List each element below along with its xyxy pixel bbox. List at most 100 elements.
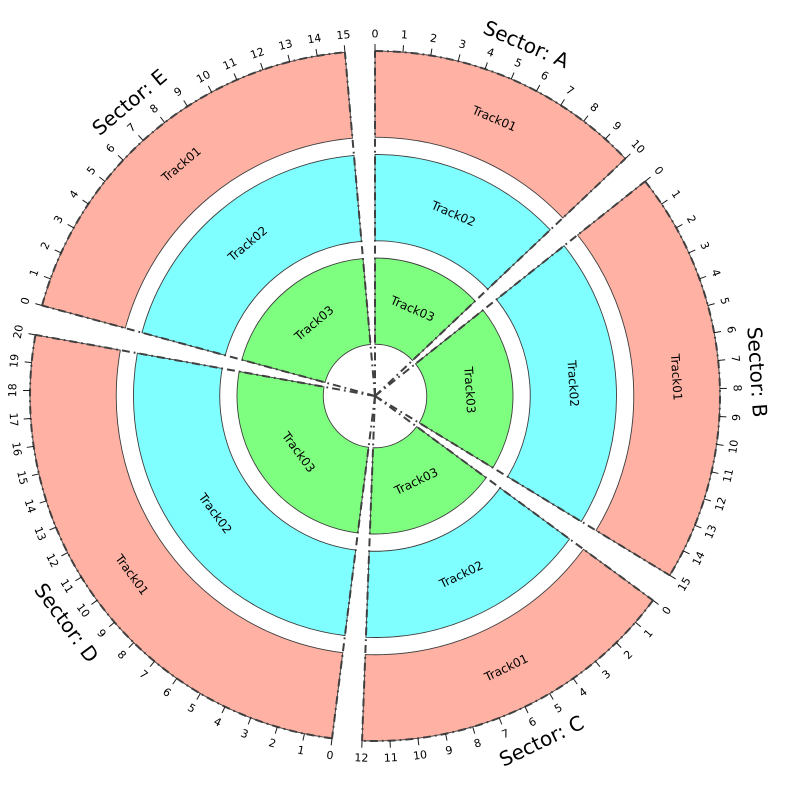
sector-C-tick-mark-9 xyxy=(445,733,448,741)
sector-B-tick-mark-1 xyxy=(661,199,668,205)
sector-E-tick-mark-4 xyxy=(82,199,89,205)
sector-A-tick-mark-9 xyxy=(604,133,611,140)
sector-A-tick-mark-6 xyxy=(536,84,541,92)
sector-E-track02-patch xyxy=(141,154,362,356)
sector-B-tick-label-6: 6 xyxy=(724,325,738,334)
sector-C-tick-mark-3 xyxy=(595,661,601,668)
sector-D-end-boundary-line xyxy=(35,333,376,397)
sector-E-tick-label-5: 5 xyxy=(84,164,99,178)
sector-B-tick-label-10: 10 xyxy=(726,439,741,455)
sector-D-tick-label-14: 14 xyxy=(22,498,39,515)
sector-B-track03-label: Track03 xyxy=(461,365,478,413)
sector-D-tick-label-9: 9 xyxy=(94,627,108,641)
sector-A-tick-label-5: 5 xyxy=(512,56,524,71)
sector-C-tick-mark-5 xyxy=(549,693,554,700)
sector-D-tick-label-1: 1 xyxy=(296,744,306,758)
sector-C-tick-label-6: 6 xyxy=(526,715,538,730)
sector-D-track03-patch xyxy=(236,371,370,534)
sector-C-label: Sector: C xyxy=(495,710,587,771)
sector-B-track03-patch xyxy=(414,309,514,469)
sector-B-tick-label-4: 4 xyxy=(708,267,723,278)
sector-A-tick-label-3: 3 xyxy=(457,37,467,51)
sector-A-end-boundary-line xyxy=(374,157,627,397)
sector-E-tick-mark-11 xyxy=(233,73,238,81)
sector-A-tick-mark-8 xyxy=(583,115,589,122)
sector-D-tick-label-12: 12 xyxy=(43,551,61,569)
sector-A-tick-mark-1 xyxy=(402,45,405,53)
sector-D-tick-mark-2 xyxy=(274,726,278,734)
sector-E-tick-label-10: 10 xyxy=(194,68,212,86)
sector-D-tick-label-5: 5 xyxy=(185,701,198,716)
sector-D-tick-mark-11 xyxy=(75,576,82,582)
sector-E-tick-label-15: 15 xyxy=(336,28,351,42)
sector-C-tick-label-1: 1 xyxy=(641,627,655,641)
sector-B-tick-label-14: 14 xyxy=(690,549,708,567)
sector-A-tick-label-2: 2 xyxy=(429,32,438,46)
sector-D-track02-patch xyxy=(133,352,357,637)
sector-D-tick-mark-13 xyxy=(49,526,57,531)
sector-B-tick-label-13: 13 xyxy=(702,523,719,541)
sector-E-tick-label-2: 2 xyxy=(38,240,53,252)
sector-D-tick-label-18: 18 xyxy=(6,383,19,397)
sector-E-tick-mark-14 xyxy=(315,48,318,56)
sector-B-start-boundary-line xyxy=(374,180,646,397)
sector-E-outer-axis xyxy=(41,51,346,306)
sector-A-tick-mark-10 xyxy=(625,153,631,160)
sector-B-tick-label-12: 12 xyxy=(712,495,729,512)
sector-B-tick-mark-11 xyxy=(711,471,719,474)
sector-C-end-boundary-line xyxy=(361,395,376,741)
sector-C-tick-label-11: 11 xyxy=(384,751,399,765)
sector-D-tick-mark-4 xyxy=(221,706,226,714)
sector-C-tick-label-10: 10 xyxy=(412,748,428,763)
sector-C-tick-mark-10 xyxy=(417,738,420,746)
sector-A-tick-label-10: 10 xyxy=(628,137,647,156)
sector-D-tick-mark-10 xyxy=(91,599,98,605)
sector-C-start-boundary-line xyxy=(374,395,654,602)
sector-C-track02-patch xyxy=(365,487,571,638)
sector-D-tick-label-13: 13 xyxy=(31,525,48,543)
sector-E-tick-label-3: 3 xyxy=(51,213,66,225)
sector-D-tick-mark-5 xyxy=(196,693,201,700)
sector-D-tick-label-4: 4 xyxy=(212,715,224,730)
sector-C-tick-label-8: 8 xyxy=(472,736,482,750)
sector-A-tick-label-9: 9 xyxy=(610,119,624,133)
sector-C-track03-patch xyxy=(369,426,487,535)
sector-B-track01-label: Track01 xyxy=(668,352,685,400)
sector-A-outer-axis xyxy=(374,50,627,160)
sector-E-tick-mark-9 xyxy=(183,100,188,107)
sector-B-tick-mark-14 xyxy=(683,550,690,555)
sector-C-tick-mark-6 xyxy=(524,706,529,714)
sector-E-tick-mark-8 xyxy=(159,116,166,123)
sector-E-tick-label-6: 6 xyxy=(103,141,117,155)
sector-A-track02-patch xyxy=(374,154,551,290)
sector-E-tick-mark-3 xyxy=(67,224,74,229)
sector-B-tick-mark-4 xyxy=(699,275,707,280)
sector-E-tick-label-0: 0 xyxy=(18,296,32,306)
sector-A-tick-mark-5 xyxy=(510,72,515,80)
sector-E-tick-mark-13 xyxy=(287,54,291,62)
sector-A-tick-mark-2 xyxy=(430,48,433,56)
sector-E-end-boundary-line xyxy=(343,52,376,397)
sector-D-tick-label-2: 2 xyxy=(267,736,277,750)
sector-A-tick-mark-4 xyxy=(484,62,488,70)
sector-B-tick-mark-7 xyxy=(718,359,726,362)
sector-D-tick-mark-12 xyxy=(61,552,68,557)
sector-C-tick-mark-0 xyxy=(652,599,659,605)
sector-C-tick-label-7: 7 xyxy=(500,727,511,742)
sector-B-tick-mark-12 xyxy=(704,498,712,502)
sector-D-tick-mark-6 xyxy=(172,678,178,685)
sector-D-tick-label-11: 11 xyxy=(57,577,75,596)
sector-B-tick-label-9: 9 xyxy=(730,414,743,422)
sector-B-label: Sector: B xyxy=(742,326,772,418)
sector-B-tick-mark-2 xyxy=(676,224,683,229)
sector-E-tick-mark-0 xyxy=(35,303,43,306)
sector-D-outer-axis xyxy=(28,334,333,740)
sector-E-tick-label-7: 7 xyxy=(125,121,139,135)
sector-D-tick-mark-1 xyxy=(302,733,305,741)
sector-B-track02-label: Track02 xyxy=(564,359,581,407)
sector-E-tick-label-9: 9 xyxy=(172,85,185,100)
sector-E-tick-mark-2 xyxy=(54,249,62,254)
sector-A-tick-label-4: 4 xyxy=(485,45,496,60)
sector-D-tick-label-7: 7 xyxy=(137,667,151,681)
sector-B-end-boundary-line xyxy=(374,395,671,577)
